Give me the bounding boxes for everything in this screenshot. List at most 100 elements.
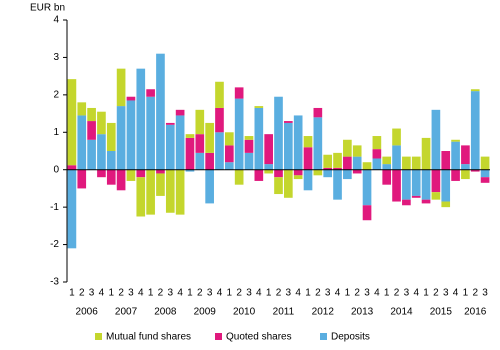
bar-segment — [352, 145, 362, 157]
bar-segment — [441, 169, 451, 202]
bar-segment — [392, 169, 401, 202]
bar-segment — [343, 139, 352, 157]
bar-segment — [67, 165, 77, 170]
bar-segment — [470, 89, 480, 92]
bar-segment — [441, 201, 451, 208]
x-tick-label: 1 — [384, 288, 390, 299]
x-tick-label: 3 — [364, 288, 370, 299]
bar-segment — [97, 169, 106, 178]
bar-segment — [333, 167, 342, 170]
y-tick-label: 2 — [53, 89, 59, 100]
bar-segment — [67, 169, 77, 249]
year-label: 2006 — [76, 307, 99, 318]
bar-segment — [116, 106, 126, 170]
y-tick-label: 1 — [53, 127, 59, 138]
year-label: 2010 — [233, 307, 256, 318]
bar-segment — [97, 134, 106, 170]
bar-segment — [224, 132, 234, 146]
bar-segment — [382, 156, 392, 165]
y-tick-label: 0 — [53, 164, 59, 175]
bar-segment — [323, 154, 333, 168]
bar-segment — [175, 169, 185, 215]
bar-segment — [116, 169, 126, 191]
bar-segment — [461, 145, 470, 165]
x-tick-label: 1 — [227, 288, 233, 299]
bar-segment — [254, 106, 264, 108]
bar-segment — [303, 136, 313, 148]
bar-segment — [224, 145, 234, 163]
y-axis-label: EUR bn — [30, 3, 65, 14]
bar-segment — [67, 79, 77, 166]
bar-segment — [97, 111, 106, 135]
x-tick-label: 3 — [168, 288, 174, 299]
bar-segment — [284, 121, 293, 123]
y-tick-label: 3 — [53, 52, 59, 63]
x-tick-label: 1 — [108, 288, 114, 299]
bar-segment — [362, 169, 372, 206]
x-tick-label: 4 — [138, 288, 144, 299]
bar-segment — [146, 169, 155, 215]
bar-segment — [254, 169, 264, 181]
bar-segment — [156, 169, 165, 174]
legend-swatch — [320, 333, 327, 340]
bar-segment — [156, 173, 165, 196]
bar-segment — [323, 167, 333, 170]
bar-segment — [234, 87, 244, 99]
bar-segment — [333, 152, 342, 168]
bar-segment — [195, 109, 205, 135]
x-tick-label: 3 — [286, 288, 292, 299]
legend-label: Deposits — [331, 332, 370, 343]
year-label: 2009 — [194, 307, 217, 318]
bar-segment — [244, 152, 254, 170]
bar-segment — [195, 134, 205, 153]
x-tick-label: 2 — [236, 288, 242, 299]
bar-segment — [254, 107, 264, 170]
bar-segment — [264, 164, 273, 170]
x-tick-label: 4 — [295, 288, 301, 299]
bar-segment — [165, 124, 175, 170]
bar-segment — [382, 164, 392, 170]
bar-segment — [411, 156, 421, 170]
x-tick-label: 2 — [197, 288, 203, 299]
x-tick-label: 3 — [246, 288, 252, 299]
bar-segment — [411, 195, 421, 198]
year-label: 2016 — [464, 307, 487, 318]
x-tick-label: 1 — [345, 288, 351, 299]
bar-segment — [165, 122, 175, 125]
bar-segment — [87, 121, 96, 140]
x-tick-label: 1 — [266, 288, 272, 299]
bar-segment — [431, 109, 441, 170]
bar-segment — [293, 175, 303, 180]
bar-segment — [372, 149, 382, 159]
y-tick-label: 4 — [53, 15, 59, 26]
bar-segment — [362, 205, 372, 221]
x-tick-label: 2 — [472, 288, 478, 299]
bar-segment — [244, 136, 254, 140]
bar-segment — [274, 96, 283, 170]
bar-segment — [382, 169, 392, 185]
x-tick-label: 4 — [256, 288, 262, 299]
bar-segment — [87, 139, 96, 170]
bar-segment — [87, 107, 96, 122]
bar-segment — [480, 177, 490, 183]
legend-swatch — [95, 333, 102, 340]
bar-segment — [461, 164, 470, 170]
x-tick-label: 4 — [413, 288, 419, 299]
x-tick-label: 3 — [207, 288, 213, 299]
bar-segment — [205, 122, 214, 153]
year-label: 2013 — [351, 307, 374, 318]
x-tick-label: 2 — [394, 288, 400, 299]
y-tick-label: -1 — [50, 202, 59, 213]
bar-segment — [293, 169, 303, 176]
x-tick-label: 2 — [79, 288, 85, 299]
x-tick-label: 1 — [69, 288, 75, 299]
x-tick-label: 3 — [443, 288, 449, 299]
bar-segment — [205, 169, 214, 204]
bar-segment — [293, 115, 303, 170]
x-tick-label: 3 — [482, 288, 488, 299]
bar-segment — [333, 169, 342, 200]
legend-swatch — [215, 333, 222, 340]
bar-segment — [402, 156, 411, 170]
x-tick-label: 3 — [89, 288, 95, 299]
